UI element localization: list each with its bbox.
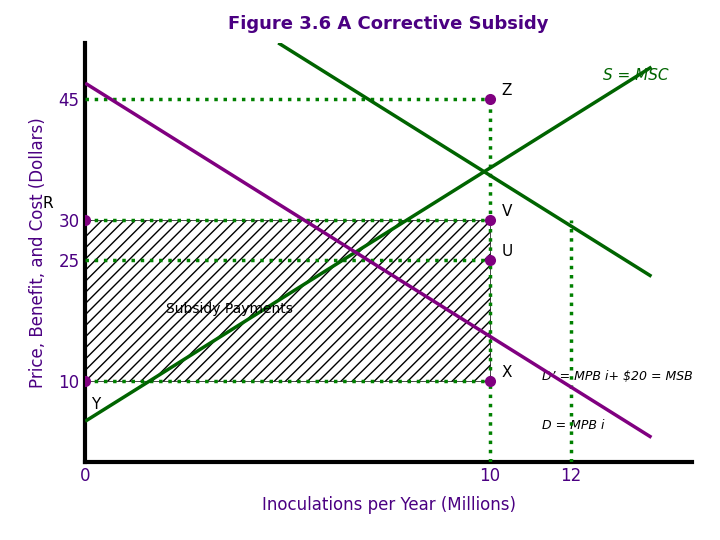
Text: Subsidy Payments: Subsidy Payments <box>166 301 293 315</box>
Y-axis label: Price, Benefit, and Cost (Dollars): Price, Benefit, and Cost (Dollars) <box>30 117 48 388</box>
Text: D’ = MPB i+ $20 = MSB: D’ = MPB i+ $20 = MSB <box>542 370 693 383</box>
Text: Y: Y <box>91 397 101 412</box>
Text: U: U <box>502 244 513 259</box>
Text: R: R <box>42 196 53 211</box>
Text: Z: Z <box>502 83 512 98</box>
Text: D = MPB i: D = MPB i <box>542 419 605 432</box>
Text: S = MSC: S = MSC <box>603 68 668 83</box>
X-axis label: Inoculations per Year (Millions): Inoculations per Year (Millions) <box>261 496 516 514</box>
Text: X: X <box>502 365 513 380</box>
Text: V: V <box>502 204 512 219</box>
Title: Figure 3.6 A Corrective Subsidy: Figure 3.6 A Corrective Subsidy <box>228 15 549 33</box>
